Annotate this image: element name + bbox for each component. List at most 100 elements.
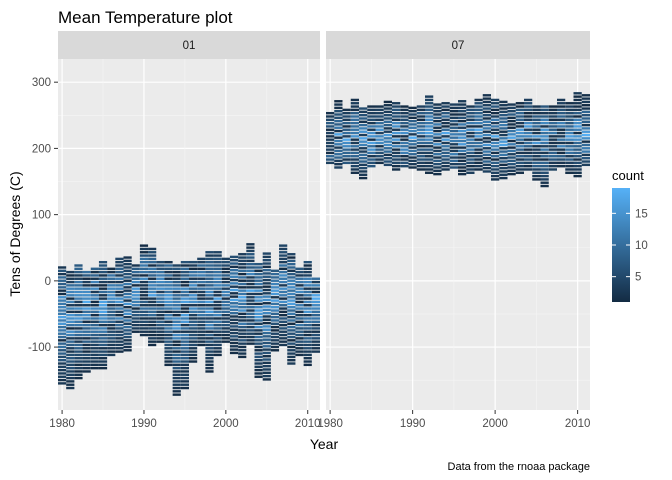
heatmap-tile <box>90 317 99 320</box>
heatmap-tile <box>449 136 458 139</box>
heatmap-tile <box>139 320 149 323</box>
heatmap-tile <box>433 146 442 149</box>
heatmap-tile <box>164 294 173 297</box>
heatmap-tile <box>172 347 181 350</box>
heatmap-tile <box>205 251 214 254</box>
heatmap-tile <box>334 159 343 163</box>
heatmap-tile <box>148 304 157 307</box>
heatmap-tile <box>164 264 173 267</box>
heatmap-tile <box>229 311 239 315</box>
heatmap-tile <box>334 106 343 110</box>
heatmap-tile <box>367 138 376 141</box>
heatmap-tile <box>400 135 409 138</box>
heatmap-tile <box>441 164 450 168</box>
x-tick-label: 2000 <box>482 418 508 430</box>
heatmap-tile <box>229 348 239 351</box>
heatmap-tile <box>279 260 288 264</box>
heatmap-tile <box>359 113 368 117</box>
heatmap-tile <box>139 333 149 337</box>
heatmap-tile <box>334 156 343 159</box>
heatmap-tile <box>499 147 508 150</box>
heatmap-tile <box>180 300 189 304</box>
heatmap-tile <box>334 109 343 113</box>
heatmap-tile <box>107 284 116 287</box>
heatmap-tile <box>425 151 434 155</box>
heatmap-tile <box>548 168 557 171</box>
heatmap-tile <box>213 330 222 333</box>
heatmap-tile <box>499 117 508 120</box>
heatmap-tile <box>139 264 149 267</box>
heatmap-tile <box>82 327 91 330</box>
heatmap-tile <box>507 136 516 139</box>
heatmap-tile <box>449 146 458 149</box>
heatmap-tile <box>375 121 384 125</box>
heatmap-tile <box>221 330 230 333</box>
heatmap-tile <box>205 313 214 317</box>
heatmap-tile <box>98 264 108 267</box>
heatmap-tile <box>367 128 376 131</box>
heatmap-tile <box>262 308 271 312</box>
heatmap-tile <box>98 340 108 343</box>
heatmap-tile <box>156 284 165 287</box>
heatmap-tile <box>425 115 434 118</box>
heatmap-tile <box>303 307 312 310</box>
heatmap-tile <box>295 317 304 320</box>
heatmap-tile <box>115 260 124 264</box>
heatmap-tile <box>172 317 181 320</box>
heatmap-tile <box>466 115 475 118</box>
heatmap-tile <box>548 158 557 161</box>
heatmap-tile <box>350 135 359 138</box>
heatmap-tile <box>270 332 280 335</box>
heatmap-tile <box>279 317 288 320</box>
heatmap-tile <box>303 304 312 307</box>
heatmap-tile <box>270 302 280 306</box>
heatmap-tile <box>303 270 312 274</box>
heatmap-tile <box>131 264 140 267</box>
heatmap-tile <box>254 309 263 312</box>
heatmap-tile <box>213 290 222 294</box>
heatmap-tile <box>548 155 557 158</box>
heatmap-tile <box>270 306 280 309</box>
heatmap-tile <box>221 260 230 264</box>
heatmap-tile <box>148 287 157 290</box>
heatmap-tile <box>532 108 541 112</box>
heatmap-tile <box>107 297 116 300</box>
heatmap-tile <box>254 269 263 273</box>
heatmap-tile <box>139 257 149 261</box>
heatmap-tile <box>565 102 574 105</box>
heatmap-tile <box>557 102 566 105</box>
heatmap-tile <box>123 276 132 279</box>
heatmap-tile <box>367 158 376 161</box>
heatmap-tile <box>392 131 401 135</box>
heatmap-tile <box>66 347 75 350</box>
heatmap-tile <box>507 149 516 153</box>
heatmap-tile <box>474 98 483 102</box>
heatmap-tile <box>573 151 582 155</box>
heatmap-tile <box>66 366 75 370</box>
heatmap-tile <box>557 105 566 108</box>
heatmap-tile <box>229 321 239 325</box>
heatmap-tile <box>441 111 450 115</box>
heatmap-tile <box>205 333 214 337</box>
heatmap-tile <box>213 327 222 330</box>
heatmap-tile <box>449 116 458 120</box>
heatmap-tile <box>197 310 206 314</box>
heatmap-tile <box>573 111 582 115</box>
heatmap-tile <box>148 290 157 294</box>
heatmap-tile <box>408 153 417 156</box>
heatmap-tile <box>540 145 549 148</box>
heatmap-tile <box>433 103 442 106</box>
heatmap-tile <box>123 272 132 276</box>
heatmap-tile <box>172 290 181 294</box>
heatmap-tile <box>474 161 483 165</box>
heatmap-tile <box>213 310 222 314</box>
heatmap-tile <box>82 343 91 347</box>
heatmap-tile <box>433 106 442 110</box>
heatmap-tile <box>458 129 467 133</box>
heatmap-tile <box>98 347 108 350</box>
heatmap-tile <box>229 278 239 282</box>
heatmap-tile <box>90 297 99 300</box>
heatmap-tile <box>246 276 255 279</box>
heatmap-tile <box>139 304 149 307</box>
heatmap-tile <box>107 323 116 327</box>
